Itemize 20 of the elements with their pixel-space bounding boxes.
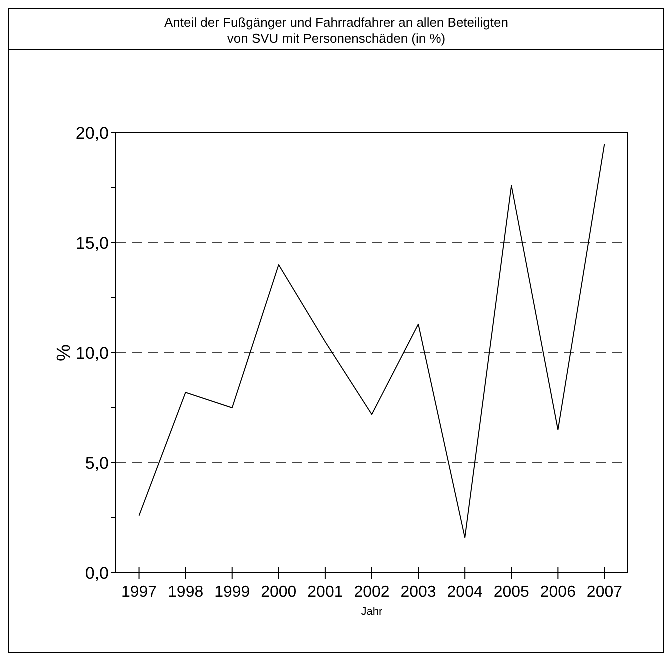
- y-tick-label: 10,0: [76, 344, 109, 363]
- x-tick-label: 2004: [447, 584, 483, 601]
- x-tick-label: 2000: [261, 584, 297, 601]
- x-tick-label: 2003: [400, 584, 436, 601]
- x-tick-label: 1999: [214, 584, 250, 601]
- y-tick-label: 5,0: [85, 454, 109, 473]
- x-tick-label: 1998: [168, 584, 204, 601]
- y-axis-title: %: [54, 344, 75, 362]
- x-tick-label: 2005: [494, 584, 530, 601]
- chart-title: Anteil der Fußgänger und Fahrradfahrer an allen Beteiligten von SVU mit Personenschäden (in %): [164, 15, 508, 46]
- x-tick-label: 2002: [354, 584, 390, 601]
- x-tick-label: 1997: [121, 584, 158, 601]
- x-axis-title: Jahr: [361, 606, 384, 618]
- y-tick-label: 15,0: [76, 234, 109, 253]
- y-tick-label: 20,0: [76, 124, 109, 143]
- y-tick-label: 0,0: [85, 564, 109, 583]
- line-series: [138, 144, 606, 538]
- x-tick-label: 2001: [308, 584, 344, 601]
- x-tick-label: 2006: [540, 584, 576, 601]
- x-tick-label: 2007: [586, 584, 623, 601]
